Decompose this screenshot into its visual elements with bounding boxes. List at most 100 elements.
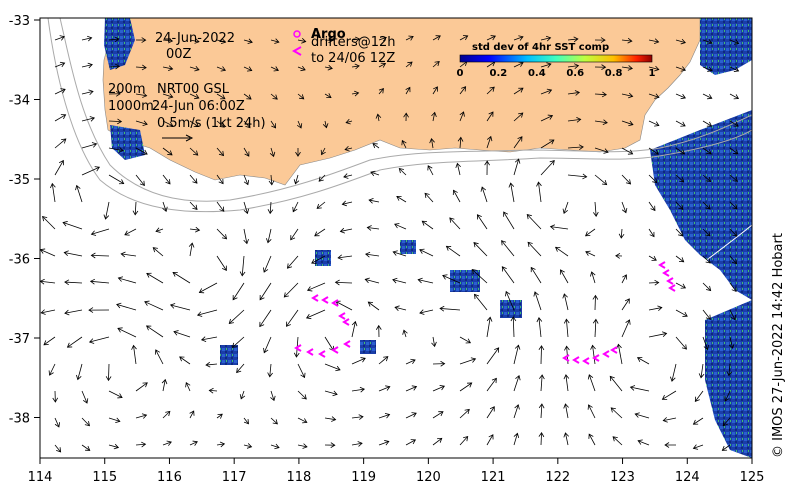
current-vector — [91, 254, 110, 257]
current-vector-head — [692, 419, 699, 425]
current-vector — [729, 228, 738, 237]
current-vector-head — [603, 148, 609, 154]
current-vector — [54, 444, 61, 453]
current-vector-head — [549, 139, 555, 145]
current-vector — [675, 120, 686, 127]
current-vector-head — [243, 238, 249, 245]
current-vector — [189, 441, 198, 446]
current-vector — [321, 147, 326, 155]
current-vector-head — [681, 344, 687, 350]
current-vector-head — [239, 271, 246, 277]
current-vector-head — [601, 64, 607, 70]
current-vector — [594, 174, 607, 185]
current-vector-head — [141, 441, 147, 448]
current-vector-head — [327, 64, 333, 71]
drifter-marker — [666, 277, 674, 285]
current-vector — [62, 222, 83, 230]
current-vector-head — [394, 223, 400, 229]
current-vector-head — [678, 257, 685, 263]
current-vector-head — [396, 195, 402, 201]
current-vector — [486, 111, 494, 122]
credit-label: © IMOS 27-Jun-2022 14:42 Hobart — [771, 233, 786, 458]
sst-patch-southeast — [650, 110, 752, 300]
current-vector — [702, 201, 711, 210]
current-vector-head — [724, 396, 730, 402]
current-vector-head — [221, 234, 228, 240]
current-vector-head — [172, 271, 178, 277]
current-vector-head — [105, 376, 112, 382]
current-vector-head — [417, 277, 423, 284]
current-vector-head — [366, 225, 372, 231]
current-vector-head — [91, 142, 98, 148]
current-vector — [729, 255, 737, 264]
current-vector — [621, 174, 631, 185]
current-vector-head — [152, 247, 158, 253]
current-vector-head — [285, 321, 291, 327]
scale-label: 0.5m/s (1kt 24h) — [157, 116, 266, 131]
current-vector-head — [179, 356, 185, 362]
current-vector-head — [733, 39, 740, 45]
current-vector — [648, 93, 660, 98]
current-vector-head — [501, 266, 507, 272]
current-vector — [538, 182, 542, 203]
current-vector — [54, 417, 60, 428]
drifter-marker — [338, 312, 346, 320]
current-vector — [702, 282, 711, 291]
current-vector — [116, 304, 137, 311]
current-vector — [540, 374, 543, 392]
current-vector — [311, 255, 326, 264]
current-vector-head — [167, 37, 174, 44]
current-vector-head — [657, 305, 663, 312]
current-vector — [108, 390, 123, 398]
current-vector-head — [89, 116, 96, 122]
current-vector-head — [168, 93, 174, 99]
current-vector-head — [114, 36, 120, 43]
current-vector-head — [463, 435, 469, 442]
current-vector-head — [680, 283, 687, 289]
current-vector — [702, 147, 712, 155]
current-vector — [693, 417, 704, 425]
current-vector — [179, 356, 191, 365]
current-vector-head — [63, 250, 69, 256]
current-vector — [189, 201, 198, 210]
current-vector — [591, 271, 596, 284]
current-vector-head — [652, 178, 658, 184]
current-vector-head — [585, 250, 591, 256]
current-vector-head — [424, 192, 430, 198]
current-vector — [108, 147, 124, 152]
current-vector-head — [439, 385, 445, 391]
current-vector-head — [592, 294, 599, 300]
current-vector-head — [587, 374, 594, 380]
current-vector — [393, 251, 407, 257]
current-vector-head — [270, 395, 276, 402]
current-vector-head — [398, 167, 404, 174]
current-vector-head — [530, 266, 536, 273]
current-vector — [216, 147, 224, 156]
current-vector-head — [299, 94, 305, 100]
current-vector-head — [573, 36, 579, 43]
current-vector — [270, 93, 278, 100]
current-vector — [610, 407, 623, 419]
current-vector-head — [514, 158, 521, 164]
current-vector — [340, 228, 353, 232]
current-vector — [459, 86, 466, 95]
current-vector — [40, 280, 56, 284]
current-vector — [620, 228, 623, 238]
current-vector-head — [331, 416, 337, 422]
current-vector — [216, 228, 227, 240]
current-vector-head — [335, 365, 341, 372]
current-vector — [432, 385, 445, 392]
current-vector-head — [195, 226, 201, 233]
current-vector-head — [265, 238, 272, 244]
current-vector — [567, 38, 578, 41]
drifter-marker — [610, 346, 618, 354]
current-vector-head — [144, 300, 150, 306]
current-vector-head — [721, 445, 728, 451]
current-vector-head — [654, 279, 660, 286]
current-vector — [513, 158, 520, 176]
current-vector-head — [733, 66, 740, 72]
current-vector — [270, 147, 275, 157]
current-vector-head — [316, 203, 322, 209]
current-vector — [270, 120, 276, 129]
current-vector-head — [221, 265, 227, 271]
